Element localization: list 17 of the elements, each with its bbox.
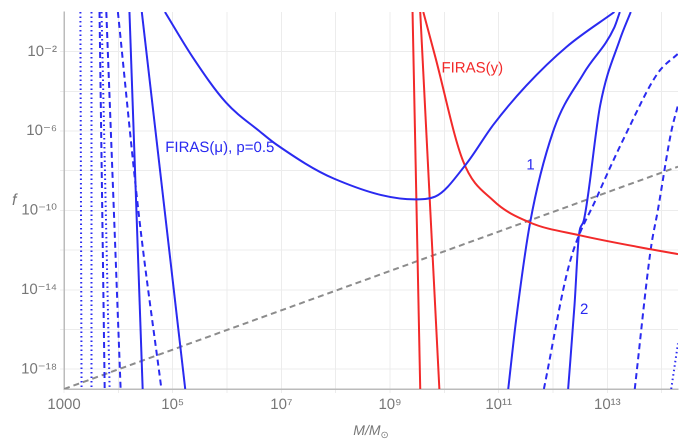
y-tick-label: 10⁻⁶ (26, 122, 58, 140)
x-tick-label: 10¹¹ (485, 396, 512, 414)
series-label: FIRAS(μ), p=0.5 (165, 138, 274, 156)
x-tick-label: 10¹³ (594, 396, 621, 414)
y-tick-label: 10⁻¹⁸ (21, 360, 58, 378)
x-tick-label: 1000 (47, 396, 81, 414)
series-label: FIRAS(y) (441, 59, 504, 76)
y-tick-label: 10⁻¹⁴ (20, 280, 58, 298)
x-tick-label: 10⁹ (378, 396, 402, 414)
x-axis-title: M/M⊙ (353, 422, 389, 439)
x-tick-label: 10⁷ (270, 396, 292, 414)
y-tick-label: 10⁻² (27, 42, 58, 60)
y-tick-label: 10⁻¹⁰ (21, 202, 58, 219)
x-tick-label: 10⁵ (161, 396, 184, 414)
series-label: 2 (580, 300, 588, 318)
y-axis-title: f (12, 192, 18, 209)
series-label: 1 (526, 156, 535, 174)
